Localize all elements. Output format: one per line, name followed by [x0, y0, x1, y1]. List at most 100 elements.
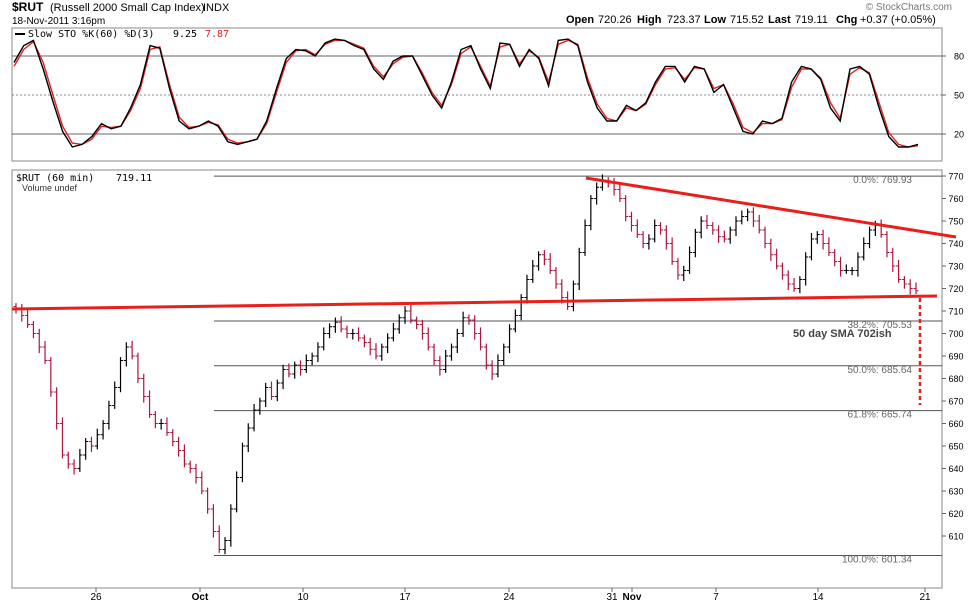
- ohlc-bar-76: [454, 328, 460, 354]
- ohlc-bar-29: [181, 444, 187, 468]
- ohlc-bar-39: [239, 442, 245, 483]
- ohlc-bar-88: [524, 274, 530, 304]
- ohlc-bar-46: [280, 364, 286, 390]
- price-tick-label-730: 730: [948, 262, 963, 272]
- ohlc-bar-81: [483, 343, 489, 370]
- ohlc-bar-74: [443, 349, 449, 373]
- ohlc-bar-14: [94, 428, 100, 450]
- trendlines: [11, 176, 957, 405]
- ohlc-bar-140: [826, 237, 832, 256]
- low-value: 715.52: [730, 14, 764, 26]
- ohlc-bar-107: [634, 219, 640, 238]
- ohlc-bar-98: [582, 219, 588, 256]
- sto-tick-label-80: 80: [954, 52, 964, 62]
- ohlc-bar-79: [472, 315, 478, 340]
- ohlc-bar-7: [54, 387, 60, 430]
- ohlc-bar-154: [907, 279, 913, 295]
- high-value: 723.37: [667, 14, 701, 26]
- ohlc-bar-73: [437, 355, 443, 376]
- open-value: 720.26: [598, 14, 632, 26]
- price-tick-label-650: 650: [948, 442, 963, 452]
- ohlc-bar-34: [210, 504, 216, 538]
- ohlc-bar-110: [652, 219, 658, 243]
- ohlc-bar-44: [268, 381, 274, 400]
- watermark: © StockCharts.com: [866, 2, 952, 13]
- sto-k-value: 9.25: [173, 29, 197, 40]
- sto-tick-label-20: 20: [954, 130, 964, 140]
- ohlc-bar-119: [704, 214, 710, 229]
- ohlc-bar-85: [507, 324, 513, 354]
- ohlc-bar-114: [675, 258, 681, 280]
- ohlc-bar-37: [228, 504, 234, 547]
- ohlc-bar-96: [570, 280, 576, 312]
- ohlc-bar-120: [710, 222, 716, 235]
- price-tick-label-720: 720: [948, 284, 963, 294]
- ohlc-bar-112: [663, 225, 669, 250]
- open-label: Open: [566, 14, 594, 26]
- fib-label-2: 50.0%: 685.64: [848, 365, 913, 376]
- x-tick-label-4: 24: [503, 592, 515, 603]
- x-tick-label-8: 14: [812, 592, 824, 603]
- ohlc-bar-20: [129, 340, 135, 360]
- ohlc-bar-41: [251, 403, 257, 432]
- price-legend-symbol: $RUT (60 min): [16, 173, 94, 184]
- ohlc-bar-111: [658, 222, 664, 235]
- ohlc-bar-12: [83, 438, 89, 460]
- last-value: 719.11: [795, 14, 828, 26]
- ohlc-bar-19: [123, 342, 129, 367]
- price-tick-label-670: 670: [948, 397, 963, 407]
- ohlc-bar-113: [669, 237, 675, 265]
- x-tick-label-6: Nov: [623, 592, 642, 603]
- ohlc-bar-117: [692, 228, 698, 258]
- ohlc-bar-146: [861, 237, 867, 261]
- ohlc-bar-125: [739, 210, 745, 225]
- price-tick-label-630: 630: [948, 487, 963, 497]
- ohlc-bar-71: [425, 327, 431, 351]
- stochastic-panel: 20 50 80 Slow STO %K(60) %D(3) 9.25 7.87: [11, 27, 964, 162]
- ohlc-bar-138: [814, 231, 820, 244]
- header-exchange: INDX: [203, 2, 230, 14]
- price-tick-label-660: 660: [948, 419, 963, 429]
- ohlc-bar-150: [884, 231, 890, 258]
- ohlc-bar-137: [808, 232, 814, 261]
- ohlc-bar-78: [466, 314, 472, 325]
- price-legend-last: 719.11: [116, 173, 152, 184]
- ohlc-bar-82: [489, 360, 495, 381]
- ohlc-bar-51: [309, 352, 315, 366]
- ohlc-bar-50: [303, 354, 309, 373]
- ohlc-bar-83: [495, 354, 501, 378]
- ohlc-bar-131: [774, 248, 780, 270]
- sto-d-value: 7.87: [205, 29, 229, 40]
- ohlc-bar-133: [785, 270, 791, 291]
- price-tick-label-700: 700: [948, 329, 963, 339]
- ohlc-bar-35: [216, 525, 222, 553]
- ohlc-bar-55: [332, 317, 338, 333]
- ohlc-bar-47: [286, 363, 292, 378]
- ohlc-bar-105: [623, 195, 629, 222]
- header-symbol: $RUT: [12, 0, 44, 14]
- ohlc-bar-86: [512, 309, 518, 333]
- ohlc-bar-23: [147, 390, 153, 418]
- ohlc-bar-15: [100, 420, 106, 440]
- ohlc-bar-75: [448, 343, 454, 361]
- ohlc-bar-115: [681, 265, 687, 282]
- ohlc-bar-94: [559, 279, 565, 304]
- ohlc-bar-118: [698, 216, 704, 239]
- ohlc-bar-69: [414, 316, 420, 330]
- price-tick-label-620: 620: [948, 509, 963, 519]
- ohlc-bar-40: [245, 423, 251, 453]
- ohlc-bar-9: [65, 451, 71, 469]
- ohlc-bar-70: [419, 319, 425, 340]
- ohlc-bar-126: [745, 208, 751, 222]
- ohlc-bar-90: [536, 251, 542, 271]
- ohlc-bar-142: [838, 256, 844, 277]
- ohlc-bar-128: [756, 214, 762, 234]
- ohlc-bar-63: [379, 343, 385, 361]
- ohlc-bar-66: [396, 314, 402, 334]
- ohlc-bar-99: [588, 195, 594, 231]
- sma-annotation: 50 day SMA 702ish: [793, 328, 892, 340]
- price-tick-label-760: 760: [948, 194, 963, 204]
- x-tick-label-5: 31: [606, 592, 618, 603]
- x-tick-label-0: 26: [90, 592, 102, 603]
- x-tick-label-2: 10: [297, 592, 309, 603]
